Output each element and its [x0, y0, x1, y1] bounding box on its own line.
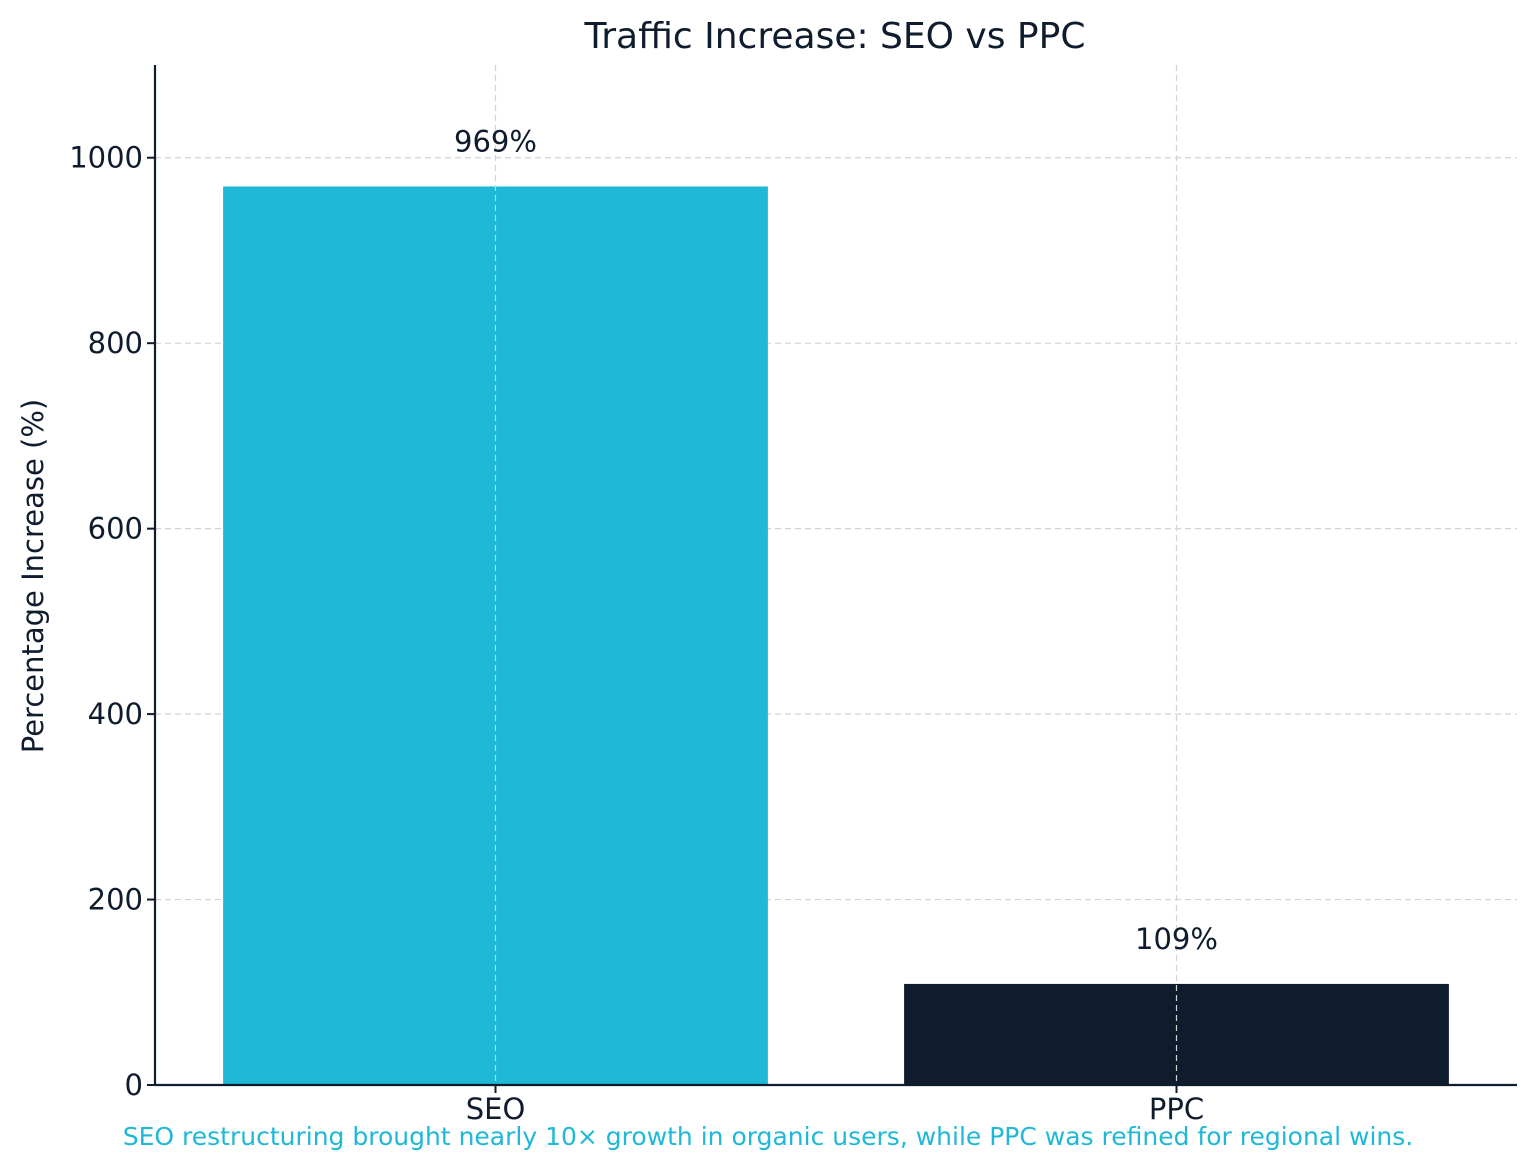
- y-tick-label: 600: [88, 512, 143, 546]
- x-tick-label: SEO: [466, 1092, 526, 1126]
- data-label-ppc: 109%: [1135, 922, 1218, 956]
- data-label-seo: 969%: [454, 124, 537, 158]
- y-tick-label: 200: [88, 883, 143, 917]
- y-tick-label: 400: [88, 697, 143, 731]
- y-tick-label: 0: [125, 1068, 143, 1102]
- grid-layer: [155, 157, 1517, 901]
- chart-caption: SEO restructuring brought nearly 10× gro…: [123, 1122, 1413, 1151]
- chart-title: Traffic Increase: SEO vs PPC: [584, 16, 1086, 57]
- y-axis-label: Percentage Increase (%): [16, 399, 50, 754]
- y-tick-label: 800: [88, 326, 143, 360]
- y-tick-label: 1000: [69, 141, 143, 175]
- x-tick-label: PPC: [1149, 1092, 1204, 1126]
- bar-layer: 969% 109%: [223, 65, 1449, 1086]
- axis-layer: 0 200 400 600 800 1000 SEO PPC: [69, 65, 1517, 1126]
